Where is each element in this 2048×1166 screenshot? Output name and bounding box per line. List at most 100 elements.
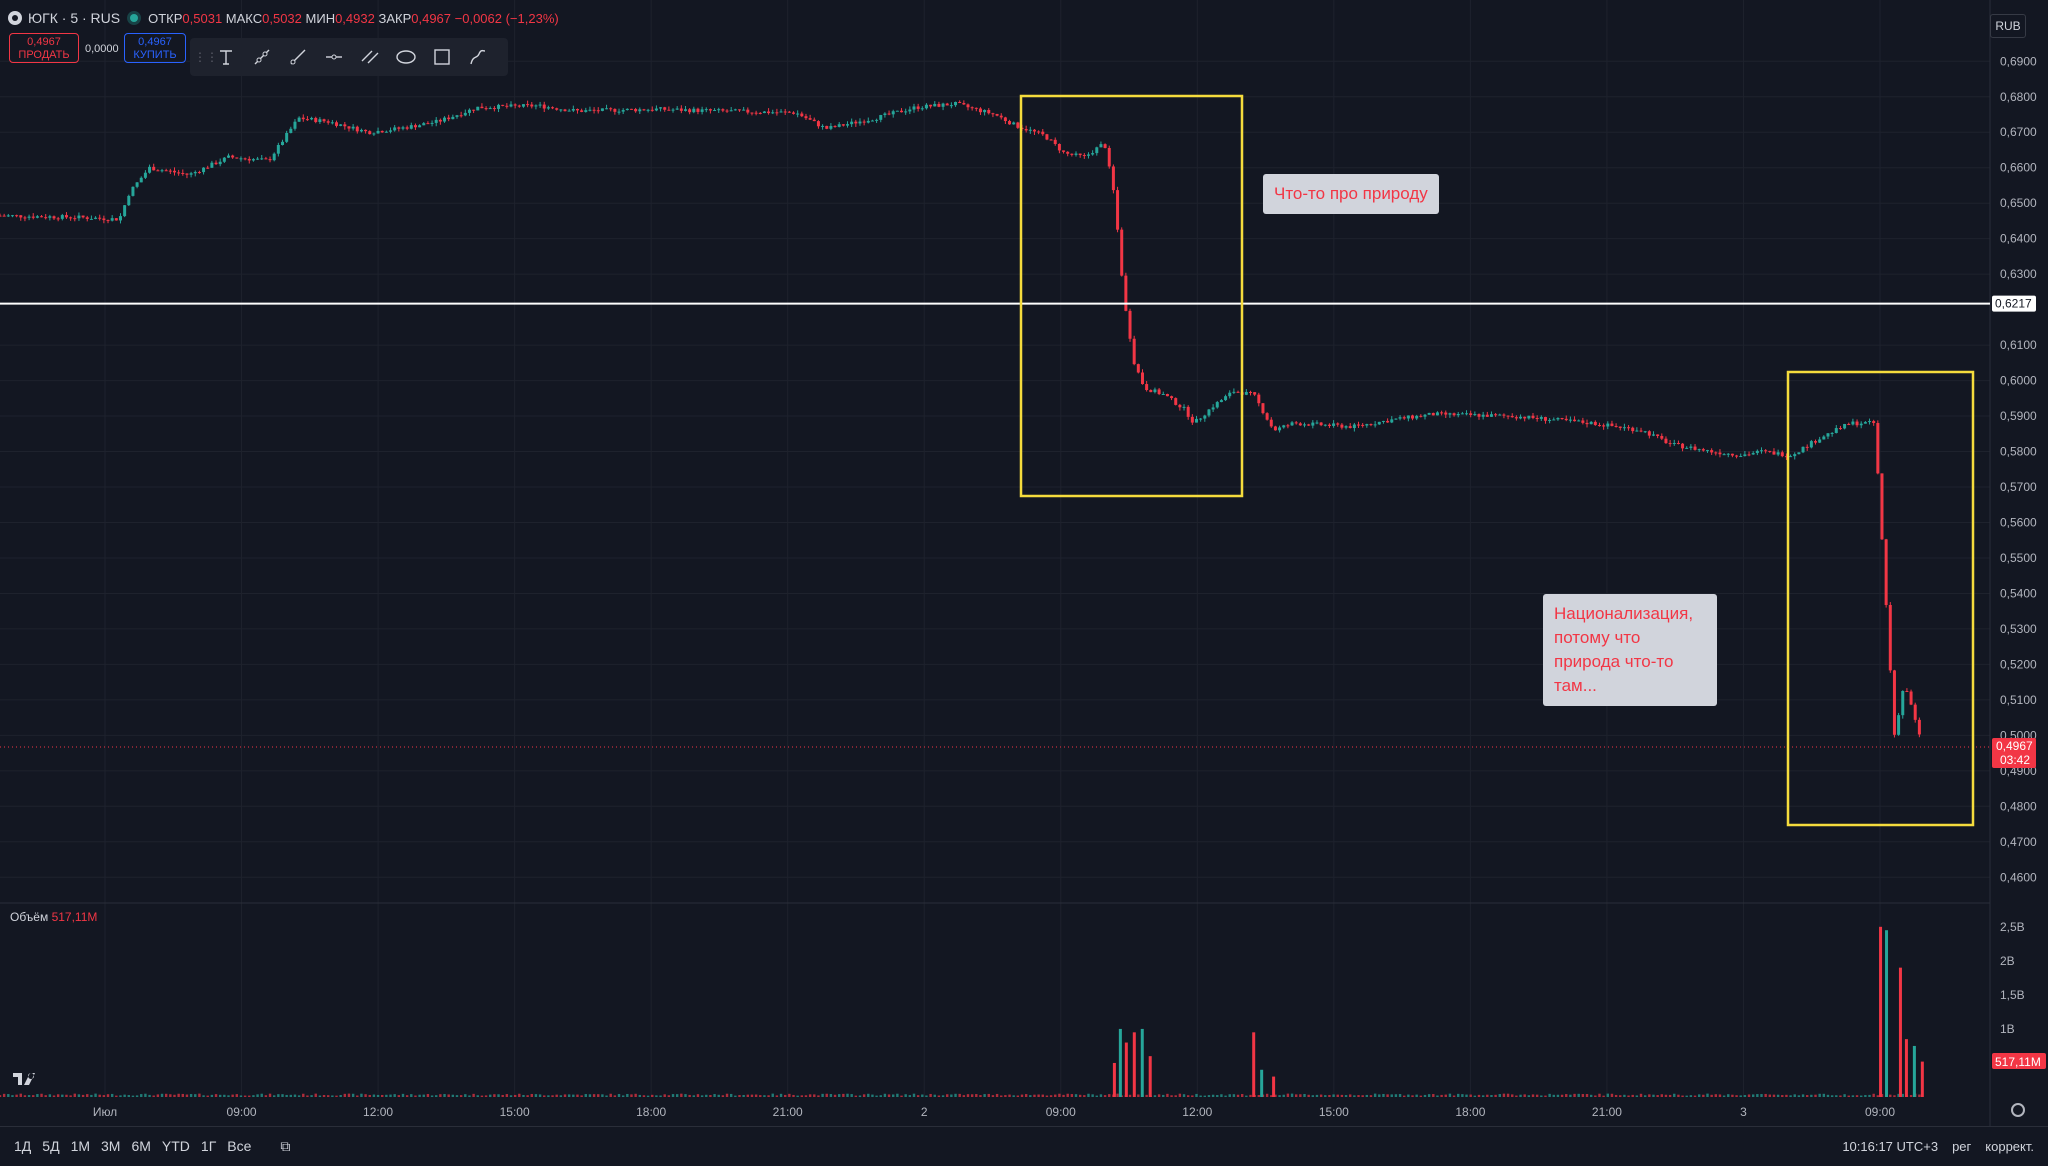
candle-body — [688, 109, 692, 113]
drag-handle-icon[interactable]: ⋮⋮ — [194, 50, 218, 64]
candle-body — [472, 109, 476, 111]
candle-body — [1872, 421, 1876, 424]
volume-bar — [1735, 1095, 1738, 1097]
candle-body — [1249, 391, 1253, 393]
range-5[interactable]: YTD — [161, 1138, 190, 1154]
candle-body — [405, 127, 409, 129]
volume-bar — [900, 1095, 903, 1097]
horizontal-line-icon[interactable] — [316, 39, 352, 75]
session-toggle[interactable]: рег — [1952, 1139, 1972, 1154]
range-4[interactable]: 6М — [131, 1138, 151, 1154]
range-7[interactable]: Все — [227, 1138, 252, 1154]
volume-bar — [464, 1094, 467, 1097]
volume-bar — [1810, 1094, 1813, 1097]
calendar-icon[interactable]: ⧉ — [280, 1138, 291, 1154]
candle-body — [1735, 455, 1739, 457]
path-icon[interactable] — [460, 39, 496, 75]
clock[interactable]: 10:16:17 UTC+3 — [1842, 1139, 1939, 1154]
volume-bar — [1224, 1095, 1227, 1097]
tradingview-logo-icon[interactable] — [12, 1070, 44, 1088]
candle-body — [152, 166, 156, 171]
candle-body — [339, 124, 343, 126]
volume-bar — [796, 1095, 799, 1097]
volume-bar — [1668, 1094, 1672, 1097]
range-3[interactable]: 3М — [101, 1138, 121, 1154]
annotation-nature[interactable]: Что-то про природу — [1263, 174, 1439, 214]
volume-bar — [480, 1095, 484, 1097]
volume-bar — [1756, 1094, 1759, 1097]
volume-bar — [119, 1095, 122, 1097]
candle-body — [380, 130, 384, 133]
annotation-nationalization[interactable]: Национализация, потому что природа что-т… — [1543, 594, 1717, 706]
volume-bar — [235, 1094, 239, 1097]
volume-bar — [256, 1094, 259, 1097]
volume-spike — [1912, 1045, 1916, 1097]
volume-bar — [1515, 1095, 1518, 1097]
volume-bar — [1743, 1095, 1747, 1097]
candle-body — [1244, 391, 1248, 395]
candle-body — [434, 119, 438, 123]
candle-body — [501, 104, 505, 106]
volume-bar — [725, 1093, 729, 1097]
rectangle-icon[interactable] — [424, 39, 460, 75]
volume-bar — [418, 1094, 421, 1097]
volume-bar — [102, 1095, 106, 1097]
buy-button[interactable]: 0,4967 КУПИТЬ — [124, 33, 186, 63]
candle-body — [123, 205, 127, 217]
volume-bar — [1033, 1094, 1036, 1097]
volume-bar — [410, 1094, 413, 1097]
parallel-channel-icon[interactable] — [352, 39, 388, 75]
symbol-title[interactable]: ЮГК · 5 · RUS — [8, 10, 120, 26]
candle-body — [1460, 413, 1464, 415]
candle-body — [1236, 391, 1240, 393]
candle-body — [1851, 421, 1855, 425]
volume-bar — [626, 1093, 629, 1097]
volume-bar — [734, 1095, 737, 1097]
ellipse-icon[interactable] — [388, 39, 424, 75]
range-2[interactable]: 1М — [70, 1138, 91, 1154]
volume-bar — [738, 1095, 741, 1097]
settings-gear-icon[interactable] — [2011, 1103, 2025, 1117]
volume-bar — [1340, 1094, 1344, 1097]
text-tool-icon[interactable] — [208, 39, 244, 75]
volume-bar — [1457, 1093, 1460, 1097]
candle-body — [1016, 122, 1020, 128]
candle-body — [650, 109, 654, 111]
volume-spike — [1112, 1062, 1116, 1097]
ray-icon[interactable] — [280, 39, 316, 75]
sell-button[interactable]: 0,4967 ПРОДАТЬ — [9, 33, 79, 63]
volume-bar — [181, 1093, 184, 1097]
candle-body — [359, 129, 363, 132]
currency-selector[interactable]: RUB — [1990, 14, 2026, 38]
candle-body — [559, 109, 563, 111]
trend-line-icon[interactable] — [244, 39, 280, 75]
last-price-label: 0,4967 — [1996, 739, 2033, 753]
volume-spike — [1260, 1069, 1264, 1097]
adjust-toggle[interactable]: коррект. — [1985, 1139, 2034, 1154]
candle-body — [1257, 394, 1261, 404]
volume-bar — [1186, 1095, 1190, 1097]
volume-bar — [1627, 1095, 1630, 1097]
candle-body — [1057, 143, 1061, 151]
candle-body — [1897, 715, 1901, 735]
candle-body — [571, 109, 575, 111]
range-0[interactable]: 1Д — [14, 1138, 32, 1154]
candle-body — [1917, 719, 1921, 735]
volume-bar — [1091, 1094, 1094, 1097]
candle-body — [875, 119, 879, 121]
candle-body — [526, 104, 530, 106]
range-6[interactable]: 1Г — [200, 1138, 217, 1154]
volume-bar — [775, 1095, 779, 1097]
volume-bar — [729, 1093, 733, 1097]
range-1[interactable]: 5Д — [42, 1138, 60, 1154]
candle-body — [1394, 418, 1398, 420]
candle-body — [1049, 139, 1053, 141]
volume-bar — [1220, 1094, 1223, 1097]
candle-body — [135, 182, 139, 187]
y-tick-label: 0,4800 — [2000, 799, 2037, 813]
volume-bar — [588, 1094, 592, 1097]
candle-body — [1327, 424, 1331, 426]
volume-spike — [1272, 1076, 1276, 1097]
candle-body — [218, 161, 222, 165]
